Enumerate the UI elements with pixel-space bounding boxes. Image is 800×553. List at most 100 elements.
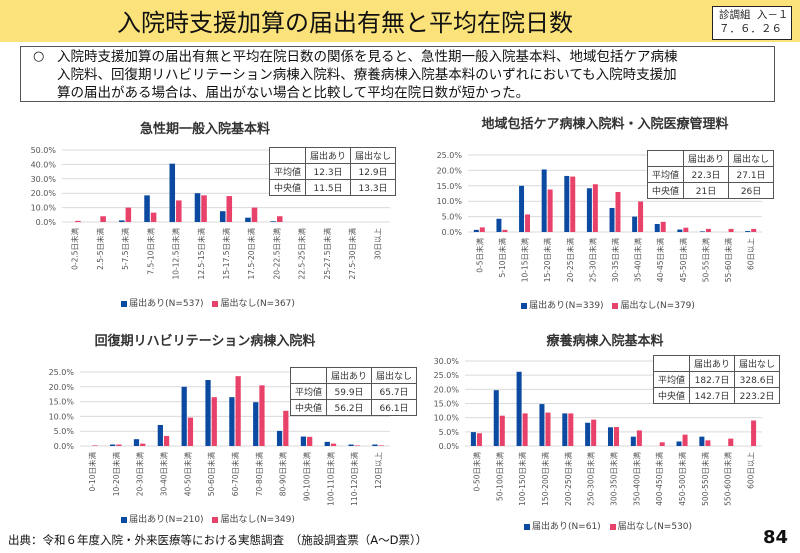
bar-with-notification [676, 441, 682, 446]
x-tick-label: 30-35日未満 [610, 238, 620, 283]
stats-cell: 223.2日 [734, 387, 781, 404]
stats-table: 届出あり 届出なし 平均値 22.3日 27.1日 中央値 21日 26日 [646, 150, 775, 199]
bar-with-notification [473, 229, 479, 232]
legend-label-with: 届出あり(N=210) [129, 515, 204, 525]
y-tick-label: 50.0% [31, 146, 57, 155]
x-tick-label: 0-10日未満 [87, 452, 97, 492]
summary-line-3: 算の届出がある場合は、届出がない場合と比較して平均在院日数が短かった。 [57, 85, 530, 101]
summary-box: ○ 入院時支援加算の届出有無と平均在院日数の関係を見ると、急性期一般入院基本料、… [20, 46, 775, 102]
x-tick-label: 2.5-5日未満 [95, 228, 105, 270]
chart-title: 地域包括ケア病棟入院料・入院医療管理料 [481, 117, 729, 132]
stats-row-label: 平均値 [652, 371, 691, 388]
y-tick-label: 30.0% [434, 357, 460, 366]
bar-without-notification [751, 420, 757, 446]
stats-cell: 182.7日 [689, 371, 736, 388]
x-tick-label: 30日以上 [373, 228, 382, 261]
document-id-line2: ７．６．２６ [719, 23, 782, 35]
bar-without-notification [705, 228, 711, 232]
bar-with-notification [493, 390, 499, 446]
legend-label-with: 届出あり(N=339) [529, 301, 604, 311]
legend-label-without: 届出なし(N=349) [220, 515, 295, 525]
bar-without-notification [545, 412, 551, 446]
bar-without-notification [140, 443, 146, 446]
stats-cell: 27.1日 [728, 166, 775, 183]
x-tick-label: 500-550日未満 [700, 452, 710, 506]
bar-chart-svg: 0.0% 5.0% 10.0% 15.0% 20.0% 25.0% 0-10日未満 10-20… [49, 368, 390, 506]
x-tick-label: 20-25日未満 [565, 238, 575, 283]
x-tick-label: 15-20日未満 [542, 238, 552, 283]
title-bar: 入院時支援加算の届出有無と平均在院日数 診調組 入－１ ７．６．２６ [0, 0, 800, 42]
y-tick-label: 0.0% [442, 228, 463, 237]
bar-without-notification [728, 228, 734, 232]
x-tick-label: 50-55日未満 [700, 238, 710, 283]
y-tick-label: 5.0% [439, 428, 460, 437]
x-tick-label: 200-250日未満 [563, 452, 573, 506]
y-tick-label: 10.0% [49, 412, 75, 421]
bar-without-notification [591, 419, 597, 446]
chart-rehabilitation: 回復期リハビリテーション病棟入院料 0.0% 5.0% 10.0% 15.0% 20.0… [0, 325, 418, 530]
bar-with-notification [219, 211, 226, 222]
y-tick-label: 25.0% [434, 371, 460, 380]
x-tick-label: 30-40日未満 [158, 452, 168, 497]
bar-without-notification [378, 445, 384, 446]
y-tick-label: 10.0% [31, 204, 57, 213]
bar-without-notification [75, 220, 81, 222]
x-tick-label: 10-15日未満 [520, 238, 530, 283]
stats-row-label: 中央値 [289, 399, 328, 416]
bar-with-notification [372, 444, 378, 446]
x-tick-label: 17.5-20日未満 [246, 228, 256, 280]
y-tick-label: 20.0% [49, 383, 75, 392]
bar-with-notification [699, 436, 705, 446]
legend-swatch-with [523, 523, 530, 530]
bar-with-notification [253, 402, 259, 446]
x-tick-label: 7.5-10日未満 [145, 228, 155, 275]
bar-without-notification [259, 385, 265, 446]
stats-cell: 12.9日 [350, 163, 397, 180]
x-tick-label: 22.5-25日未満 [297, 228, 307, 280]
y-tick-label: 15.0% [434, 400, 460, 409]
stats-row-label: 平均値 [289, 383, 328, 400]
x-tick-label: 12.5-15日未満 [196, 228, 206, 280]
x-tick-label: 80-90日未満 [278, 452, 288, 497]
bar-without-notification [615, 191, 621, 232]
stats-row-label: 中央値 [652, 387, 691, 404]
page-number: 84 [763, 527, 789, 548]
stats-cell: 26日 [728, 182, 775, 199]
x-tick-label: 45-50日未満 [678, 238, 688, 283]
chart-legend: 届出あり(N=61) 届出なし(N=530) [410, 519, 800, 532]
stats-cell: 56.2日 [326, 399, 373, 416]
x-tick-label: 120日以上 [374, 452, 383, 489]
stats-cell: 142.7日 [689, 387, 736, 404]
legend-label-without: 届出なし(N=530) [617, 522, 693, 532]
bar-without-notification [592, 184, 598, 232]
bar-with-notification [607, 427, 613, 446]
bar-without-notification [660, 221, 666, 232]
x-tick-label: 25-27.5日未満 [322, 228, 332, 280]
bar-with-notification [205, 379, 211, 446]
bar-without-notification [525, 214, 531, 232]
bar-without-notification [522, 413, 528, 446]
stats-header-blank [652, 355, 691, 372]
chart-legend: 届出あり(N=339) 届出なし(N=379) [410, 298, 800, 311]
chart-legend: 届出あり(N=210) 届出なし(N=349) [0, 512, 410, 525]
bar-with-notification [519, 185, 525, 232]
bar-with-notification [586, 188, 592, 232]
x-tick-label: 450-500日未満 [677, 452, 687, 506]
bar-with-notification [496, 218, 502, 232]
document-id-line1: 診調組 入－１ [719, 9, 789, 21]
x-tick-label: 20-22.5日未満 [271, 228, 281, 280]
bar-without-notification [682, 434, 688, 446]
legend-label-with: 届出あり(N=61) [531, 522, 601, 532]
bar-with-notification [699, 231, 705, 232]
bar-without-notification [92, 445, 98, 446]
bar-without-notification [251, 207, 258, 222]
page-title: 入院時支援加算の届出有無と平均在院日数 [117, 9, 573, 37]
bar-with-notification [677, 229, 683, 232]
legend-label-without: 届出なし(N=367) [220, 299, 295, 309]
chart-acute-care: 急性期一般入院基本料 0.0% 10.0% 20.0% 30.0% 40.0% 50.0%… [0, 110, 410, 320]
chart-title: 回復期リハビリテーション病棟入院料 [94, 334, 316, 349]
x-tick-label: 300-350日未満 [609, 452, 619, 506]
bar-without-notification [614, 427, 620, 446]
legend-swatch-without [212, 516, 219, 523]
bar-without-notification [116, 444, 122, 446]
